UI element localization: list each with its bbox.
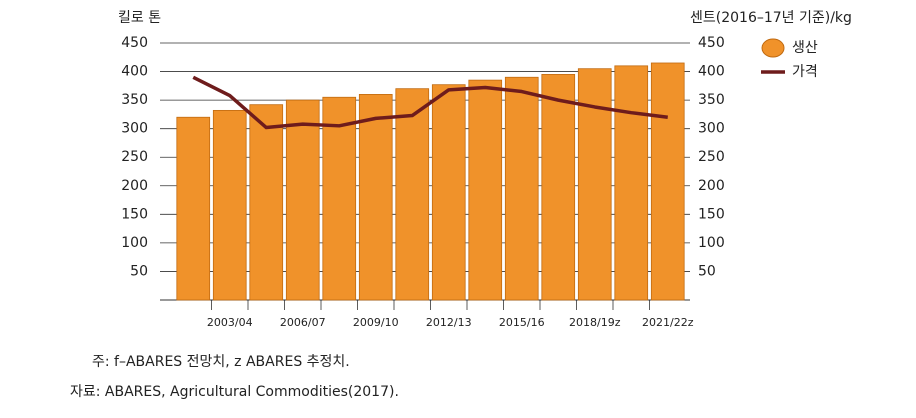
y-tick-label: 50 [130, 263, 148, 279]
bar [504, 76, 539, 301]
y2-tick-label: 50 [698, 263, 716, 279]
x-tick-label: 2018/19z [569, 316, 621, 329]
y-tick-label: 250 [121, 149, 148, 165]
y-tick-label: 100 [121, 235, 148, 251]
y2-tick-label: 150 [698, 206, 725, 222]
y2-tick-label: 100 [698, 235, 725, 251]
bar [176, 116, 211, 301]
y2-tick-label: 350 [698, 92, 725, 108]
y-tick-label: 300 [121, 121, 148, 137]
legend-label: 가격 [792, 64, 818, 80]
x-tick-label: 2003/04 [207, 316, 253, 329]
bar [249, 104, 284, 301]
note: 주: f–ABARES 전망치, z ABARES 추정치. [92, 354, 350, 370]
bar [285, 99, 320, 301]
bar [395, 88, 430, 301]
x-tick-label: 2009/10 [353, 316, 399, 329]
source: 자료: ABARES, Agricultural Commodities(201… [70, 384, 399, 400]
y-axis-title: 킬로 톤 [118, 10, 161, 26]
y2-tick-label: 400 [698, 64, 725, 80]
y-tick-label: 200 [121, 178, 148, 194]
line [192, 75, 668, 130]
y2-tick-label: 250 [698, 149, 725, 165]
legend-swatch [761, 38, 785, 58]
bar [468, 79, 503, 301]
legend-label: 생산 [792, 40, 818, 56]
bar [650, 62, 685, 301]
bar [541, 74, 576, 301]
bar [614, 65, 649, 301]
bar [212, 109, 247, 301]
x-tick-label: 2006/07 [280, 316, 326, 329]
bar [431, 84, 466, 301]
y-tick-label: 400 [121, 64, 148, 80]
x-tick-label: 2012/13 [426, 316, 472, 329]
y-tick-label: 450 [121, 35, 148, 51]
y2-tick-label: 450 [698, 35, 725, 51]
y-tick-label: 350 [121, 92, 148, 108]
y2-axis-title: 센트(2016–17년 기준)/kg [690, 10, 852, 26]
y2-tick-label: 200 [698, 178, 725, 194]
bar [322, 96, 357, 301]
bar [358, 94, 393, 301]
y-tick-label: 150 [121, 206, 148, 222]
x-tick-label: 2021/22z [642, 316, 694, 329]
x-tick-label: 2015/16 [499, 316, 545, 329]
y2-tick-label: 300 [698, 121, 725, 137]
